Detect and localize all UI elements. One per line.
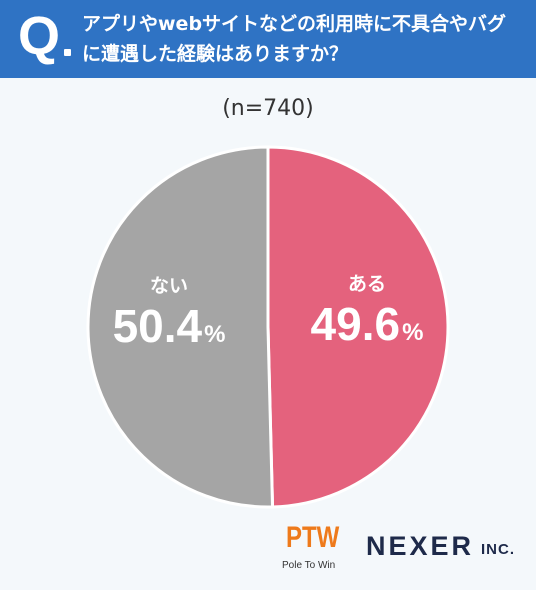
ptw-logo: PTW [286,521,340,554]
sample-size: (n=740) [222,96,314,121]
nexer-logo-inc: INC. [481,541,515,558]
slice-category-label: ある [348,273,386,295]
question-header: Q アプリやwebサイトなどの利用時に不具合やバグに遭遇した経験はありますか？ [0,0,536,78]
slice-value-number: 49.6 [311,298,401,350]
slice-value-unit: % [204,321,225,348]
slice-value-label: 50.4% [113,300,226,352]
slice-value-label: 49.6% [311,298,424,350]
q-mark-dot [64,49,71,56]
pie-slice [86,145,275,509]
q-mark: Q [18,6,61,66]
pie-slice [266,145,450,509]
slice-value-unit: % [402,319,423,346]
slice-category-label: ない [150,275,188,297]
slice-value-number: 50.4 [113,300,203,352]
nexer-logo: NEXER [366,531,475,561]
question-text: アプリやwebサイトなどの利用時に不具合やバグに遭遇した経験はありますか？ [82,13,507,65]
ptw-logo-subtext: Pole To Win [282,560,336,571]
